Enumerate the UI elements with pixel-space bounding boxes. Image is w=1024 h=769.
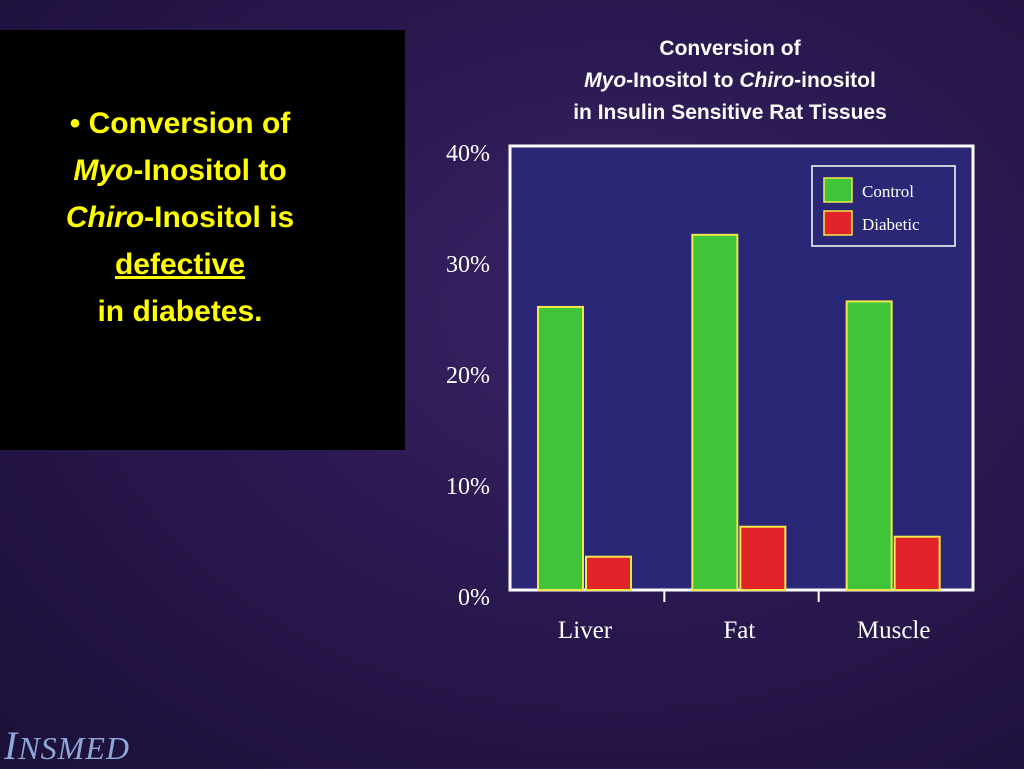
y-tick-label: 0% (458, 585, 490, 611)
y-tick-label: 20% (446, 363, 490, 389)
legend-swatch-control (823, 177, 853, 203)
bar-diabetic-muscle (893, 535, 941, 591)
myo-word: Myo (73, 154, 134, 187)
logo-initial: I (4, 723, 19, 768)
bullet-glyph: • (69, 107, 81, 140)
y-tick-label: 30% (446, 252, 490, 278)
legend-swatch-diabetic (823, 210, 853, 236)
chiro-word: Chiro (65, 201, 145, 234)
y-tick-label: 10% (446, 474, 490, 500)
bullet-line-3: -Inositol is (144, 201, 295, 234)
legend-label-control: Control (862, 182, 914, 201)
chart-title-mid: -Inositol to (626, 69, 740, 92)
bullet-line-1: Conversion of (88, 107, 291, 140)
chart-title-chiro: Chiro (739, 69, 795, 92)
defective-word: defective (114, 248, 246, 281)
chart-title-line-3: in Insulin Sensitive Rat Tissues (573, 101, 887, 124)
y-tick-label: 40% (446, 141, 490, 167)
text-panel (0, 30, 405, 450)
bar-diabetic-fat (739, 525, 787, 591)
logo-rest: NSMED (18, 730, 130, 766)
bullet-line-5: in diabetes. (97, 295, 263, 328)
bar-control-liver (537, 305, 584, 591)
legend-label-diabetic: Diabetic (862, 215, 920, 234)
bullet-line-2: -Inositol to (133, 154, 287, 187)
bar-control-muscle (845, 300, 893, 591)
insmed-logo: INSMED (4, 722, 204, 768)
bar-diabetic-liver (585, 555, 632, 592)
chart-title-end: -inositol (794, 69, 876, 92)
chart-title-line-1: Conversion of (659, 37, 801, 60)
x-category-label: Fat (723, 617, 755, 644)
x-category-label: Liver (558, 617, 613, 644)
chart-title-myo: Myo (584, 69, 627, 92)
bar-control-fat (691, 233, 739, 592)
chart-title-line-2: Myo-Inositol to Chiro-inositol (510, 65, 950, 97)
x-category-label: Muscle (857, 617, 931, 644)
slide-bullet-text: • Conversion of Myo-Inositol to Chiro-In… (0, 100, 360, 335)
chart-title: Conversion of Myo-Inositol to Chiro-inos… (510, 33, 950, 129)
